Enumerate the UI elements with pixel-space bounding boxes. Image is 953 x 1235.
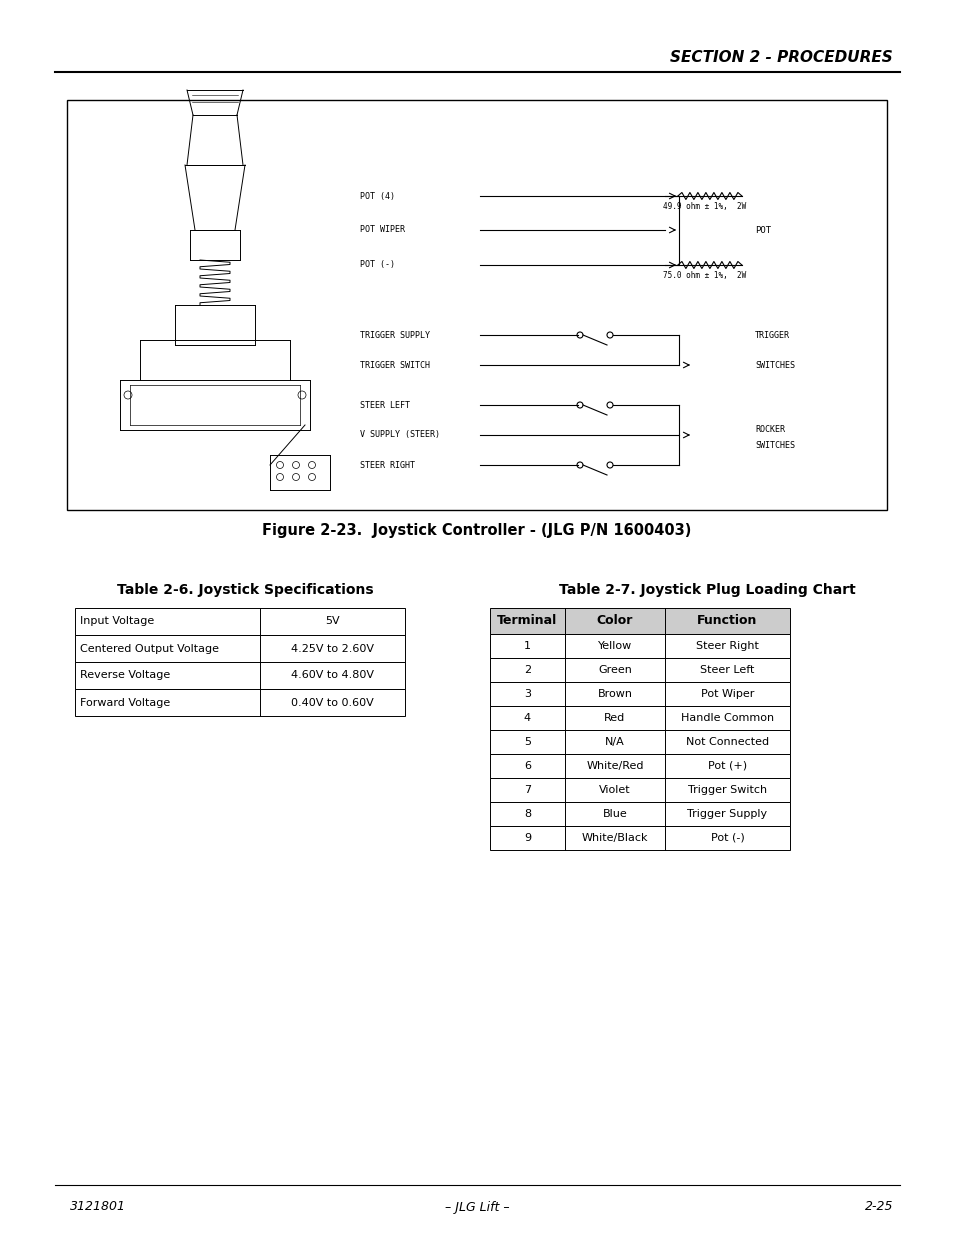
Text: 0.40V to 0.60V: 0.40V to 0.60V [291,698,374,708]
Text: Figure 2-23.  Joystick Controller - (JLG P/N 1600403): Figure 2-23. Joystick Controller - (JLG … [262,522,691,537]
Text: POT (4): POT (4) [359,191,395,200]
Text: SECTION 2 - PROCEDURES: SECTION 2 - PROCEDURES [670,51,892,65]
Text: 8: 8 [523,809,531,819]
Text: 7: 7 [523,785,531,795]
Text: Steer Right: Steer Right [696,641,759,651]
Text: 1: 1 [523,641,531,651]
Text: Function: Function [697,615,757,627]
Text: STEER LEFT: STEER LEFT [359,400,410,410]
Text: POT: POT [754,226,770,235]
Text: Handle Common: Handle Common [680,713,773,722]
Text: STEER RIGHT: STEER RIGHT [359,461,415,469]
Text: 4.25V to 2.60V: 4.25V to 2.60V [291,643,374,653]
Text: Violet: Violet [598,785,630,795]
FancyBboxPatch shape [490,778,789,802]
FancyBboxPatch shape [490,608,789,634]
Text: Blue: Blue [602,809,627,819]
FancyBboxPatch shape [75,689,405,716]
Text: Pot (-): Pot (-) [710,832,743,844]
Text: Green: Green [598,664,631,676]
Text: V SUPPLY (STEER): V SUPPLY (STEER) [359,431,439,440]
Text: TRIGGER SWITCH: TRIGGER SWITCH [359,361,430,369]
Text: Table 2-7. Joystick Plug Loading Chart: Table 2-7. Joystick Plug Loading Chart [558,583,855,597]
Text: POT WIPER: POT WIPER [359,226,405,235]
Text: 3121801: 3121801 [70,1200,126,1214]
Text: Pot Wiper: Pot Wiper [700,689,754,699]
Text: Steer Left: Steer Left [700,664,754,676]
Text: White/Black: White/Black [581,832,648,844]
FancyBboxPatch shape [490,706,789,730]
FancyBboxPatch shape [490,730,789,755]
FancyBboxPatch shape [75,608,405,635]
Text: Reverse Voltage: Reverse Voltage [80,671,170,680]
Text: Input Voltage: Input Voltage [80,616,154,626]
Text: – JLG Lift –: – JLG Lift – [444,1200,509,1214]
Text: TRIGGER: TRIGGER [754,331,789,340]
FancyBboxPatch shape [490,658,789,682]
FancyBboxPatch shape [490,802,789,826]
Text: Trigger Switch: Trigger Switch [687,785,766,795]
Text: 49.9 ohm ± 1%,  2W: 49.9 ohm ± 1%, 2W [662,203,746,211]
Text: 6: 6 [523,761,531,771]
Text: Forward Voltage: Forward Voltage [80,698,170,708]
Text: Trigger Supply: Trigger Supply [687,809,767,819]
Text: Not Connected: Not Connected [685,737,768,747]
Text: Brown: Brown [597,689,632,699]
Text: Color: Color [597,615,633,627]
FancyBboxPatch shape [490,634,789,658]
Text: Terminal: Terminal [497,615,558,627]
FancyBboxPatch shape [67,100,886,510]
Text: Red: Red [604,713,625,722]
FancyBboxPatch shape [75,662,405,689]
Text: White/Red: White/Red [586,761,643,771]
Text: Centered Output Voltage: Centered Output Voltage [80,643,219,653]
Text: SWITCHES: SWITCHES [754,441,794,450]
Text: TRIGGER SUPPLY: TRIGGER SUPPLY [359,331,430,340]
Text: Yellow: Yellow [598,641,632,651]
FancyBboxPatch shape [490,682,789,706]
Text: SWITCHES: SWITCHES [754,361,794,369]
FancyBboxPatch shape [490,755,789,778]
Text: 3: 3 [523,689,531,699]
Text: N/A: N/A [604,737,624,747]
Text: 9: 9 [523,832,531,844]
Text: Pot (+): Pot (+) [707,761,746,771]
Text: Table 2-6. Joystick Specifications: Table 2-6. Joystick Specifications [116,583,373,597]
FancyBboxPatch shape [75,635,405,662]
Text: POT (-): POT (-) [359,261,395,269]
FancyBboxPatch shape [490,826,789,850]
Text: 2: 2 [523,664,531,676]
Text: ROCKER: ROCKER [754,426,784,435]
Text: 4.60V to 4.80V: 4.60V to 4.80V [291,671,374,680]
Text: 5: 5 [523,737,531,747]
Text: 4: 4 [523,713,531,722]
Text: 5V: 5V [325,616,339,626]
Text: 2-25: 2-25 [863,1200,892,1214]
Text: 75.0 ohm ± 1%,  2W: 75.0 ohm ± 1%, 2W [662,270,746,280]
